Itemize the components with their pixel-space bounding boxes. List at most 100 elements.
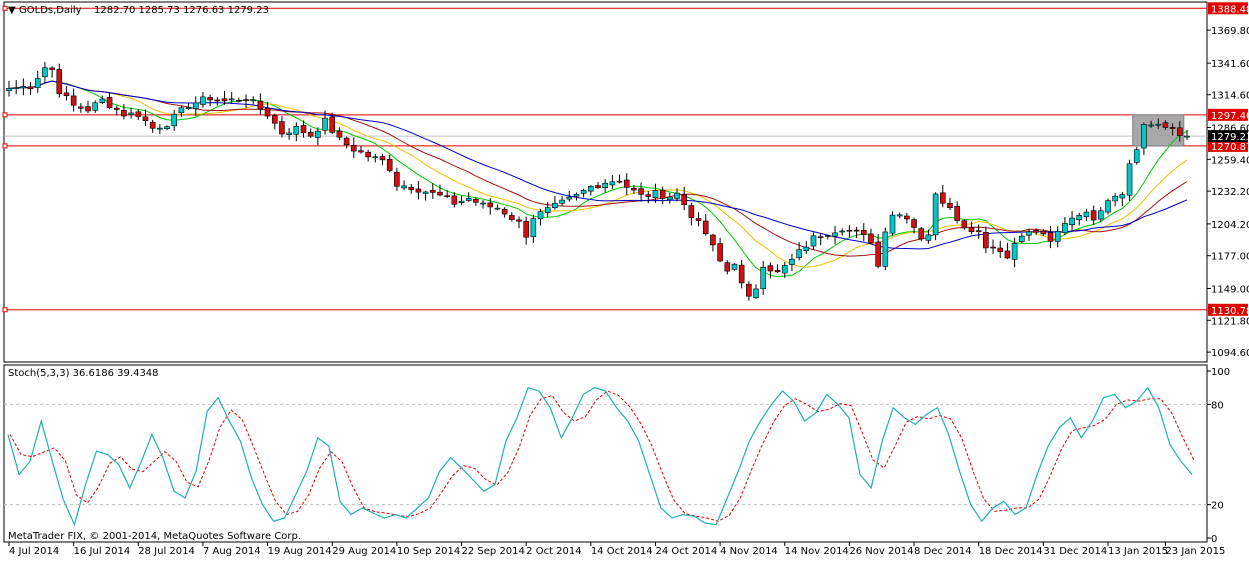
symbol-dropdown-icon[interactable]: ▼: [8, 5, 16, 16]
candle-body-60: [437, 191, 443, 196]
candle-body-160: [1155, 123, 1162, 126]
level-line-handle-1[interactable]: [2, 112, 8, 118]
candle-body-72: [523, 221, 529, 238]
candle-body-62: [451, 195, 458, 205]
candle-body-44: [322, 117, 328, 131]
stoch-tick-label-2: 20: [1211, 501, 1224, 512]
candle-body-28: [207, 97, 213, 101]
time-tick-label-10: 24 Oct 2014: [655, 546, 717, 557]
candle-body-29: [214, 99, 221, 102]
price-tick-label-0: 1369.80: [1211, 26, 1249, 37]
candle-body-49: [358, 150, 364, 153]
candle-body-27: [200, 96, 206, 105]
candle-body-123: [889, 214, 896, 234]
candle-body-69: [501, 209, 508, 215]
candle-body-104: [753, 288, 759, 298]
ma-mid-line: [8, 80, 1188, 268]
level-tag-label-2: 1270.87: [1211, 142, 1249, 153]
candle-body-14: [106, 97, 113, 109]
candle-body-68: [494, 207, 501, 210]
level-tag-label-3: 1130.78: [1211, 306, 1249, 317]
candle-body-128: [925, 234, 932, 241]
candle-body-38: [279, 121, 285, 135]
time-tick-label-11: 4 Nov 2014: [720, 546, 778, 557]
candle-body-121: [875, 241, 881, 267]
candle-body-18: [135, 111, 142, 117]
horizontal-level-lines[interactable]: [2, 5, 1207, 313]
level-line-handle-3[interactable]: [2, 307, 8, 313]
candle-body-56: [408, 187, 415, 190]
candle-body-144: [1040, 230, 1047, 235]
candle-body-147: [1062, 223, 1068, 234]
candle-body-61: [444, 195, 450, 197]
current-price-tag-label: 1279.23: [1211, 132, 1249, 143]
candle-body-139: [1004, 250, 1011, 259]
candle-body-0: [6, 88, 12, 92]
candle-body-158: [1141, 124, 1147, 149]
moving-averages: [8, 80, 1188, 278]
candle-body-21: [157, 127, 163, 130]
level-line-handle-2[interactable]: [2, 143, 8, 149]
level-tag-bg-2: [1208, 139, 1248, 152]
ma-slow-line: [8, 80, 1188, 257]
candle-body-149: [1076, 215, 1083, 221]
candle-body-120: [868, 233, 874, 244]
candle-body-94: [681, 194, 687, 205]
candle-body-11: [85, 106, 91, 112]
candle-body-22: [164, 126, 170, 130]
price-tick-label-6: 1204.20: [1211, 220, 1249, 231]
candle-body-15: [113, 107, 120, 110]
candle-body-26: [192, 102, 199, 110]
symbol-header: GOLDs,Daily: [19, 5, 82, 16]
current-price-tag-bg: [1208, 130, 1248, 143]
candle-body-46: [336, 130, 343, 138]
stoch-signal-line: [9, 390, 1195, 522]
candle-body-40: [293, 125, 300, 135]
candle-body-66: [480, 202, 486, 205]
time-tick-label-9: 14 Oct 2014: [591, 546, 653, 557]
level-tag-bg-3: [1208, 303, 1248, 316]
level-tag-bg-0: [1208, 2, 1248, 15]
candle-body-2: [20, 86, 27, 89]
candle-body-71: [516, 219, 522, 222]
candle-body-99: [717, 243, 723, 262]
candle-body-112: [810, 235, 817, 247]
candle-body-103: [746, 283, 752, 297]
candle-body-113: [817, 236, 824, 239]
time-tick-label-17: 13 Jan 2015: [1108, 546, 1168, 557]
candle-body-162: [1169, 127, 1176, 130]
candle-body-65: [473, 199, 479, 203]
candle-body-13: [99, 98, 106, 104]
stochastic-axis: 100 80 20 0: [1207, 367, 1230, 545]
price-tick-label-7: 1177.00: [1211, 252, 1249, 263]
candle-body-118: [853, 229, 860, 232]
candle-body-137: [990, 246, 996, 249]
candle-body-107: [774, 270, 781, 273]
candle-body-37: [271, 115, 278, 124]
time-tick-label-0: 4 Jul 2014: [9, 546, 59, 557]
candle-body-111: [803, 246, 810, 252]
price-axis: 1369.80 1341.60 1314.60 1286.60 1259.40 1232.…: [1207, 26, 1249, 359]
candle-body-156: [1126, 163, 1133, 196]
candle-body-45: [329, 116, 336, 133]
price-tick-label-3: 1286.60: [1211, 123, 1249, 134]
candle-body-67: [487, 202, 494, 208]
level-tag-label-1: 1297.40: [1211, 111, 1249, 122]
candle-body-12: [92, 102, 98, 111]
candle-body-48: [350, 145, 357, 152]
level-line-handle-0[interactable]: [2, 5, 8, 11]
candle-body-117: [846, 229, 853, 232]
level-tag-bg-1: [1208, 108, 1248, 121]
candle-body-6: [49, 67, 55, 70]
stochastic-panel: [3, 364, 1208, 543]
candle-body-43: [315, 130, 321, 138]
candle-body-88: [638, 188, 644, 195]
time-tick-label-18: 23 Jan 2015: [1165, 546, 1225, 557]
candle-body-4: [34, 78, 41, 89]
candle-body-136: [983, 232, 989, 249]
candle-body-75: [544, 207, 551, 213]
time-axis: 4 Jul 2014 16 Jul 2014 28 Jul 2014 7 Aug 20…: [8, 542, 1225, 557]
candle-body-126: [911, 219, 917, 228]
